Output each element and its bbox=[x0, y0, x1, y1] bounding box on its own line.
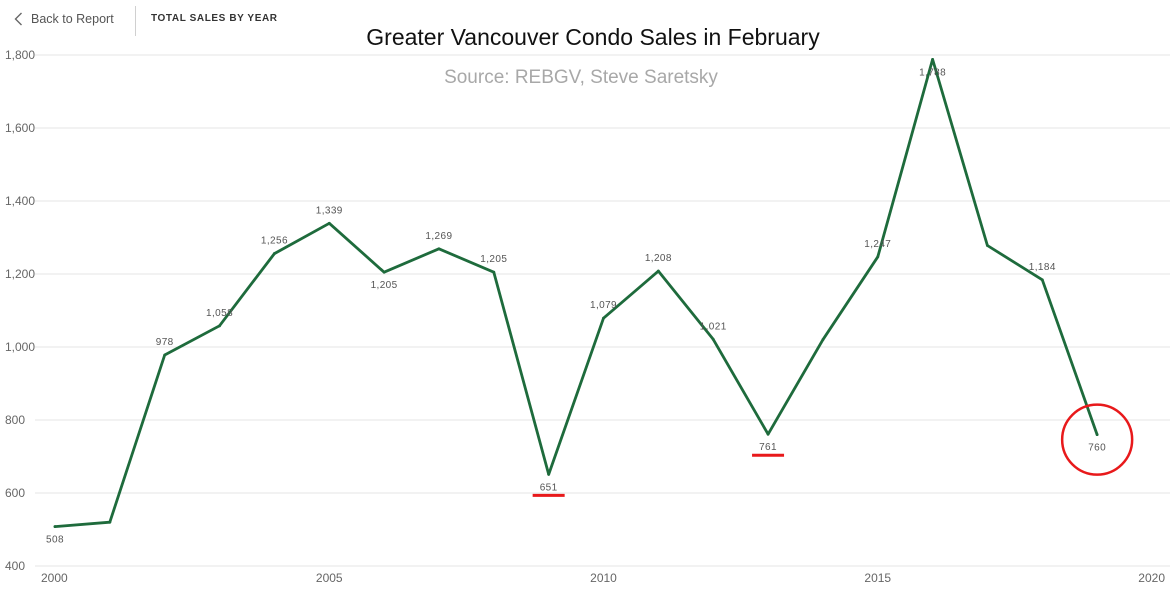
data-label: 1,339 bbox=[316, 205, 343, 216]
chevron-left-icon bbox=[14, 12, 22, 26]
x-tick-label: 2000 bbox=[41, 571, 68, 585]
data-point bbox=[656, 269, 660, 273]
y-tick-label: 1,600 bbox=[5, 121, 35, 135]
data-point bbox=[108, 520, 112, 524]
data-point bbox=[602, 316, 605, 320]
data-point bbox=[1040, 278, 1044, 282]
y-tick-label: 1,800 bbox=[5, 48, 35, 62]
x-tick-label: 2020 bbox=[1138, 571, 1165, 585]
data-label: 1,205 bbox=[371, 280, 398, 291]
data-point bbox=[437, 247, 441, 251]
data-label: 1,184 bbox=[1029, 262, 1056, 273]
data-label: 651 bbox=[540, 482, 558, 493]
data-label: 761 bbox=[759, 442, 777, 453]
data-label: 1,208 bbox=[645, 253, 672, 264]
top-bar: Back to Report TOTAL SALES BY YEAR bbox=[0, 0, 1170, 40]
x-tick-label: 2005 bbox=[316, 571, 343, 585]
y-tick-label: 600 bbox=[5, 486, 25, 500]
data-label: 1,079 bbox=[590, 300, 617, 311]
x-tick-label: 2015 bbox=[864, 571, 891, 585]
data-label: 760 bbox=[1088, 443, 1106, 454]
data-label: 1,247 bbox=[864, 239, 891, 250]
data-point bbox=[163, 353, 167, 357]
y-tick-label: 1,400 bbox=[5, 194, 35, 208]
data-point bbox=[986, 244, 989, 247]
data-label: 508 bbox=[46, 535, 64, 546]
series-line-condo-sales bbox=[53, 58, 1099, 528]
data-label: 1,788 bbox=[919, 67, 946, 78]
data-point bbox=[931, 57, 934, 61]
data-label: 1,058 bbox=[206, 308, 233, 319]
report-title: TOTAL SALES BY YEAR bbox=[151, 13, 278, 24]
chart-title: Greater Vancouver Condo Sales in Februar… bbox=[366, 24, 820, 50]
data-point bbox=[821, 338, 825, 342]
data-point bbox=[382, 270, 386, 274]
x-tick-label: 2010 bbox=[590, 571, 617, 585]
data-point bbox=[766, 432, 770, 436]
data-point bbox=[273, 252, 276, 255]
data-label: 978 bbox=[156, 337, 174, 348]
y-tick-label: 400 bbox=[5, 559, 25, 573]
data-label: 1,269 bbox=[425, 231, 452, 242]
data-point bbox=[711, 337, 715, 341]
back-label: Back to Report bbox=[31, 12, 114, 26]
data-label: 1,021 bbox=[700, 321, 727, 332]
y-tick-label: 800 bbox=[5, 413, 25, 427]
data-point bbox=[1095, 433, 1099, 436]
data-label: 1,256 bbox=[261, 236, 288, 247]
data-point bbox=[492, 270, 496, 274]
data-point bbox=[218, 324, 221, 328]
y-tick-label: 1,000 bbox=[5, 340, 35, 354]
chart-subtitle: Source: REBGV, Steve Saretsky bbox=[444, 67, 718, 88]
data-point bbox=[876, 255, 880, 259]
data-point bbox=[327, 221, 331, 225]
data-point bbox=[53, 525, 57, 528]
data-label: 1,205 bbox=[480, 254, 507, 265]
header-divider bbox=[135, 6, 136, 36]
data-point bbox=[547, 472, 551, 476]
back-to-report-button[interactable]: Back to Report bbox=[14, 12, 114, 26]
y-tick-label: 1,200 bbox=[5, 267, 35, 281]
highlight-circle bbox=[1060, 403, 1134, 476]
